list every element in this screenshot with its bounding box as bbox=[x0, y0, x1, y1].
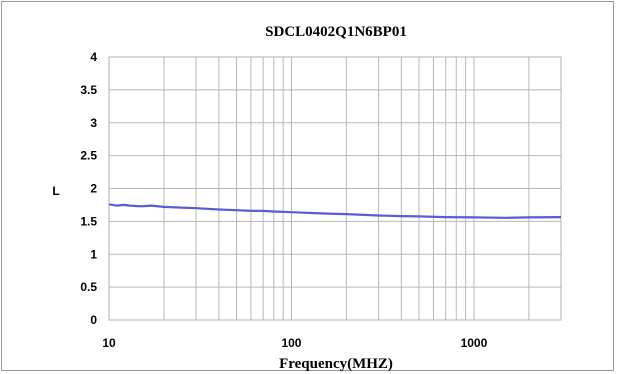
y-tick-labels: 0 0.5 1 1.5 2 2.5 3 3.5 4 bbox=[80, 50, 97, 327]
y-tick-label: 0 bbox=[90, 313, 97, 327]
x-tick-labels: 10 100 1000 bbox=[102, 336, 487, 350]
grid-lines bbox=[108, 56, 562, 321]
series-line bbox=[108, 203, 562, 219]
y-axis-label: L bbox=[52, 184, 59, 198]
y-tick-label: 4 bbox=[90, 50, 97, 64]
x-tick-label: 100 bbox=[281, 336, 301, 350]
series-layer bbox=[108, 203, 562, 219]
y-tick-label: 2.5 bbox=[80, 149, 97, 163]
y-tick-label: 3 bbox=[90, 116, 97, 130]
y-tick-label: 1 bbox=[90, 247, 97, 261]
x-axis-label: Frequency(MHZ) bbox=[279, 356, 393, 372]
y-tick-label: 2 bbox=[90, 182, 97, 196]
y-tick-label: 1.5 bbox=[80, 214, 97, 228]
plot-area bbox=[108, 56, 562, 321]
x-tick-label: 1000 bbox=[461, 336, 488, 350]
y-tick-label: 0.5 bbox=[80, 280, 97, 294]
x-tick-label: 10 bbox=[102, 336, 116, 350]
y-tick-label: 3.5 bbox=[80, 83, 97, 97]
chart-title: SDCL0402Q1N6BP01 bbox=[265, 24, 407, 40]
